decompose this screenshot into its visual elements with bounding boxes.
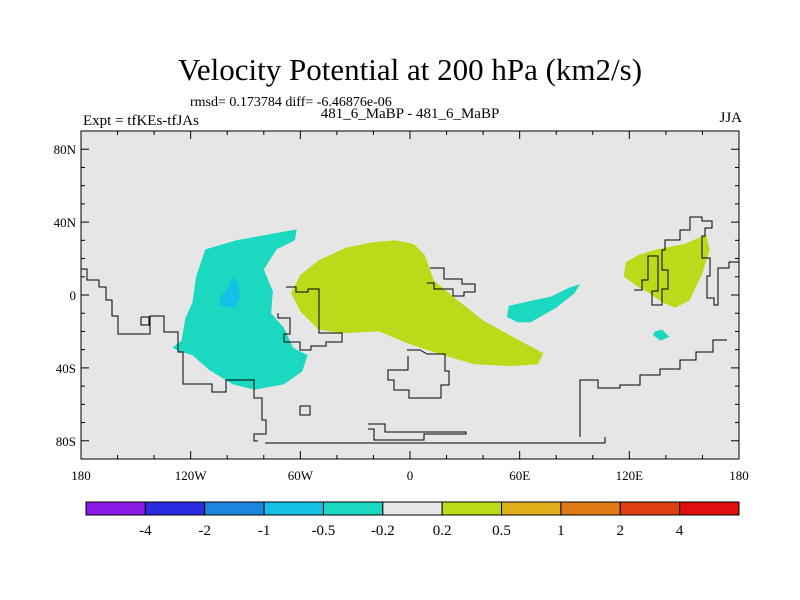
y-tick-label-80s: 80S [56,434,76,449]
coastline [81,216,739,444]
coastline-island-1 [299,405,311,416]
colorbar-label-1: -1 [258,523,271,539]
colorbar-box-11 [679,501,740,516]
x-tick-label-60e: 60E [509,468,530,483]
colorbar-box-4 [263,501,324,516]
y-tick-label-40n: 40N [54,215,77,230]
colorbar-label-4: -4 [139,523,152,539]
axis-tick-labels: 180 120W 60W 0 60E 120E 180 80N 40N 0 40S 80S [54,142,749,483]
coastline-africa [387,349,450,399]
colorbar-box-9 [560,501,621,516]
coastline-australia [579,339,727,437]
colorbar-box-10 [619,501,681,516]
colorbar-label-2: 2 [617,523,625,539]
x-tick-label-0: 0 [407,468,414,483]
shaded-region-4 [653,329,670,341]
colorbar-box-2 [144,501,206,516]
colorbar-label-4: 4 [676,523,684,539]
colorbar: -4 -2 -1 -0.5 -0.2 0.2 0.5 1 2 4 [85,501,740,539]
experiment-label: Expt = tfKEs-tfJAs [83,113,199,129]
chart-title: Velocity Potential at 200 hPa (km2/s) [177,52,643,87]
x-tick-label-120w: 120W [175,468,208,483]
colorbar-label-2: -2 [198,523,211,539]
season-label: JJA [719,110,742,126]
case-label: 481_6_MaBP - 481_6_MaBP [320,106,500,122]
colorbar-label-0-2: -0.2 [371,523,395,539]
coastline-antarctica [368,423,467,441]
coastline-island-2 [140,316,150,326]
x-tick-label-180: 180 [729,468,749,483]
coastline-antarctic-shelf [265,437,606,444]
x-tick-label-120e: 120E [616,468,644,483]
x-tick-label-60w: 60W [288,468,314,483]
axis-ticks [80,131,740,459]
coastline-south-america-east [277,286,343,351]
coastline-americas-west [81,268,267,442]
y-tick-label-40s: 40S [56,361,76,376]
shaded-contour-regions [172,229,710,390]
colorbar-label-0-2: 0.2 [433,523,452,539]
shaded-region-6 [623,234,710,308]
shaded-region-3 [506,284,580,323]
y-tick-label-0: 0 [70,288,77,303]
colorbar-box-5 [322,501,384,516]
colorbar-label-0-5: 0.5 [492,523,511,539]
colorbar-box-7 [441,501,503,516]
colorbar-box-3 [204,501,265,516]
shaded-region-2 [219,276,240,308]
shaded-region-1 [172,229,308,390]
colorbar-label-0-5: -0.5 [312,523,336,539]
rmsd-diff-stats: rmsd= 0.173784 diff= -6.46876e-06 [190,95,392,110]
colorbar-box-6 [382,501,443,516]
coastline-east-asia [634,216,739,306]
y-tick-label-80n: 80N [54,142,77,157]
x-tick-label-180: 180 [71,468,91,483]
colorbar-box-1 [85,501,146,516]
colorbar-label-1: 1 [557,523,565,539]
coastline-asia-arabia [427,267,476,297]
colorbar-box-8 [501,501,562,516]
shaded-region-5 [291,240,544,367]
